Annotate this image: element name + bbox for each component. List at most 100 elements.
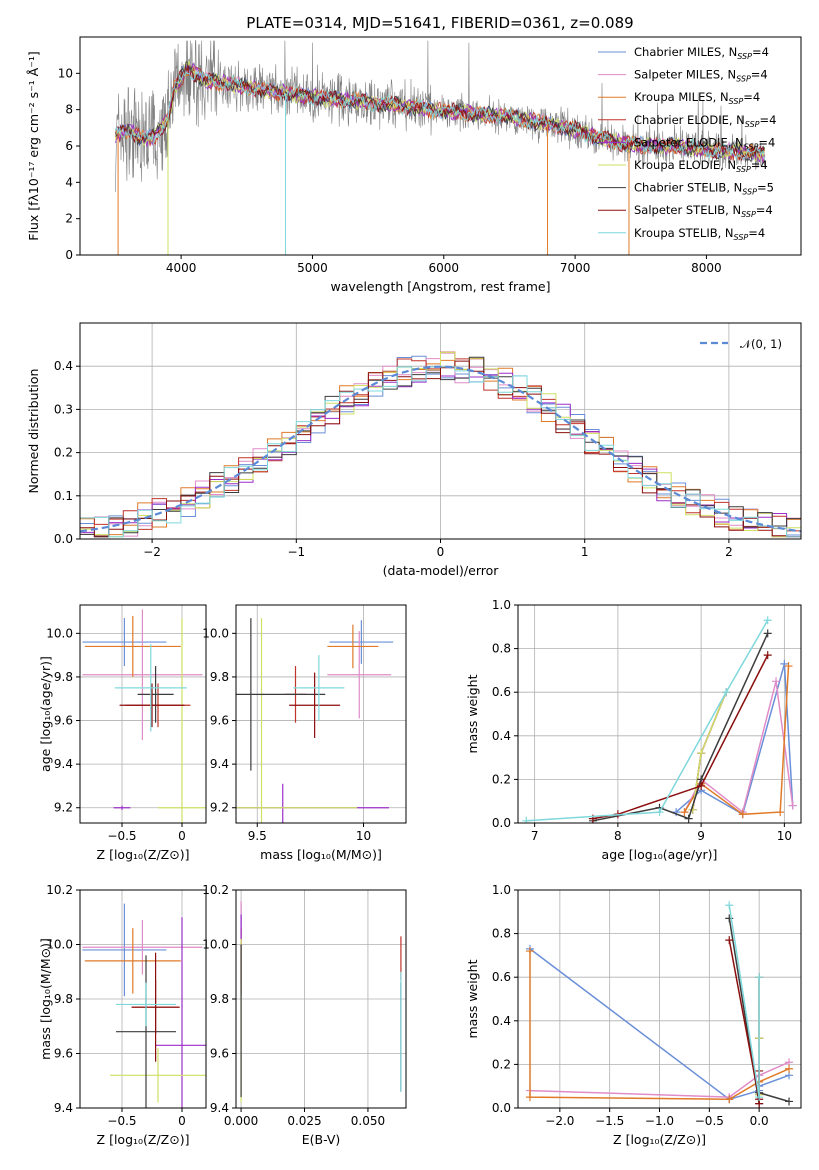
errorbar-kroupa-miles (84, 615, 181, 677)
x-tick-label: 9.5 (248, 829, 267, 843)
series-chabrier-stelib (588, 629, 772, 823)
y-tick-label: 9.2 (54, 801, 73, 815)
age_vs_Z-axes: −0.5 0 9.2 9.4 9.6 9.8 10.0 Z [log₁₀(Z/Z⊙)] age … (38, 604, 207, 862)
errorbar-salpeter-stelib (289, 672, 341, 738)
series-marker (784, 662, 793, 671)
series-marker (738, 810, 747, 819)
x-tick-label: 0 (178, 1114, 186, 1128)
x-tick-label: 9 (697, 829, 705, 843)
x-axis-label: wavelength [Angstrom, rest frame] (330, 279, 550, 294)
errorbar-chabrier-miles (82, 903, 167, 997)
x-tick-label: 0.025 (287, 1114, 321, 1128)
series-line (529, 1061, 790, 1098)
y-axis-label: mass weight (465, 959, 480, 1038)
y-tick-label: 0 (65, 248, 73, 262)
y-tick-label: 9.8 (54, 992, 73, 1006)
series-line (728, 905, 760, 1098)
y-tick-label: 10.0 (202, 938, 229, 952)
errorbar-salpeter-elodie (155, 917, 206, 1108)
y-tick-label: 9.6 (54, 1047, 73, 1061)
x-tick-label: 1 (581, 545, 589, 559)
histogram-kroupa-elodie (80, 351, 801, 538)
series-line (526, 619, 769, 822)
y-tick-label: 0.2 (492, 772, 511, 786)
series-marker (755, 973, 764, 982)
axes-frame (235, 604, 407, 824)
residual-legend: 𝒩(0, 1) (700, 337, 782, 351)
series-kroupa-miles (525, 947, 794, 1104)
spectrum-axes: 4000 5000 6000 7000 8000 0 2 4 6 8 10 wavelength [A… (26, 36, 802, 294)
y-tick-label: 0.8 (492, 927, 511, 941)
y-tick-label: 0.0 (492, 1101, 511, 1115)
series-marker (680, 808, 689, 817)
errorbar-salpeter-elodie (113, 805, 131, 810)
x-tick-label: 5000 (297, 261, 328, 275)
y-tick-label: 10 (58, 66, 73, 80)
series-marker (785, 1064, 794, 1073)
x-tick-label: −0.5 (695, 1114, 724, 1128)
x-axis-label: Z [log₁₀(Z/Z⊙)] (97, 847, 190, 862)
y-axis-label: mass [log₁₀(M/M⊙)] (38, 938, 53, 1060)
series-marker (725, 1095, 734, 1104)
errorbar-chabrier-stelib (116, 955, 176, 1108)
mass_vs_Z-axes: −0.5 0 9.4 9.6 9.8 10.0 10.2 Z [log₁₀(Z/Z⊙)] mas… (38, 883, 207, 1147)
series-marker (722, 688, 731, 697)
series-marker (755, 1093, 764, 1102)
weight_vs_age-axes: 7 8 9 10 0.0 0.2 0.4 0.6 0.8 1.0 age [log₁₀(age/yr… (465, 598, 802, 862)
axes-frame (517, 604, 802, 824)
y-tick-label: 0.0 (54, 532, 73, 546)
y-tick-label: 9.4 (54, 1101, 73, 1115)
x-axis-label: Z [log₁₀(Z/Z⊙)] (97, 1132, 190, 1147)
y-tick-label: 1.0 (492, 598, 511, 612)
series-marker (522, 816, 531, 823)
legend-label: Salpeter STELIB, NSSP=4 (634, 203, 773, 219)
legend-label: Salpeter MILES, NSSP=4 (634, 68, 768, 84)
y-axis-label: Flux [fλ10⁻¹⁷ erg cm⁻² s⁻¹ Å⁻¹] (26, 51, 41, 240)
x-tick-label: 7 (531, 829, 539, 843)
model-salpeter-stelib-line (115, 65, 766, 162)
axes-frame (79, 604, 207, 824)
y-tick-label: 9.8 (210, 670, 229, 684)
series-marker (525, 947, 534, 956)
chart-title: PLATE=0314, MJD=51641, FIBERID=0361, z=0… (246, 14, 633, 32)
x-axis-label: E(B-V) (302, 1132, 341, 1147)
y-tick-label: 9.6 (54, 714, 73, 728)
age_vs_mass-axes: 9.5 10 9.2 9.4 9.6 9.8 10.0 mass [log₁₀(M/M⊙)] (202, 604, 407, 862)
x-tick-label: 0.0 (750, 1114, 769, 1128)
y-tick-label: 2 (65, 212, 73, 226)
x-tick-label: 2 (725, 545, 733, 559)
x-tick-label: 8 (614, 829, 622, 843)
y-tick-label: 9.6 (210, 1047, 229, 1061)
mass_vs_ebv-axes: 0.000 0.025 0.050 9.4 9.6 9.8 10.0 10.2 E(B-V) (202, 883, 407, 1147)
errorbar-kroupa-elodie (236, 618, 358, 823)
y-tick-label: 10.2 (46, 883, 73, 897)
x-tick-label: 0 (178, 829, 186, 843)
errorbar-chabrier-miles (82, 618, 167, 667)
series-marker (725, 901, 734, 910)
series-marker (776, 808, 785, 817)
model-kroupa-stelib-line (115, 69, 766, 162)
series-marker (672, 808, 681, 817)
series-marker (684, 814, 693, 823)
y-tick-label: 0.6 (492, 685, 511, 699)
errorbar-kroupa-elodie (158, 618, 206, 823)
weight_vs_Z-axes: −2.0 −1.5 −1.0 −0.5 0.0 0.0 0.2 0.4 0.6 0.8 1.0 Z [… (465, 883, 802, 1147)
y-axis-label: age [log₁₀(age/yr)] (38, 656, 53, 772)
histogram-salpeter-stelib (80, 360, 801, 538)
legend-label: Kroupa STELIB, NSSP=4 (634, 226, 765, 242)
errorbar-chabrier-miles (329, 620, 394, 664)
legend-label-normal: 𝒩(0, 1) (740, 337, 782, 351)
series-marker (780, 659, 789, 668)
y-tick-label: 9.2 (210, 801, 229, 815)
mass_vs_Z-plot-area (82, 903, 206, 1108)
y-tick-label: 10.0 (46, 626, 73, 640)
x-tick-label: 7000 (560, 261, 591, 275)
errorbar-kroupa-stelib (293, 655, 345, 721)
legend-label: Salpeter ELODIE, NSSP=4 (634, 135, 775, 151)
series-chabrier-miles (672, 659, 797, 819)
legend-label: Chabrier ELODIE, NSSP=4 (634, 113, 776, 129)
y-tick-label: 0.4 (54, 359, 73, 373)
y-axis-label: mass weight (465, 674, 480, 753)
series-marker (763, 616, 772, 625)
errorbar-kroupa-miles (327, 624, 379, 669)
